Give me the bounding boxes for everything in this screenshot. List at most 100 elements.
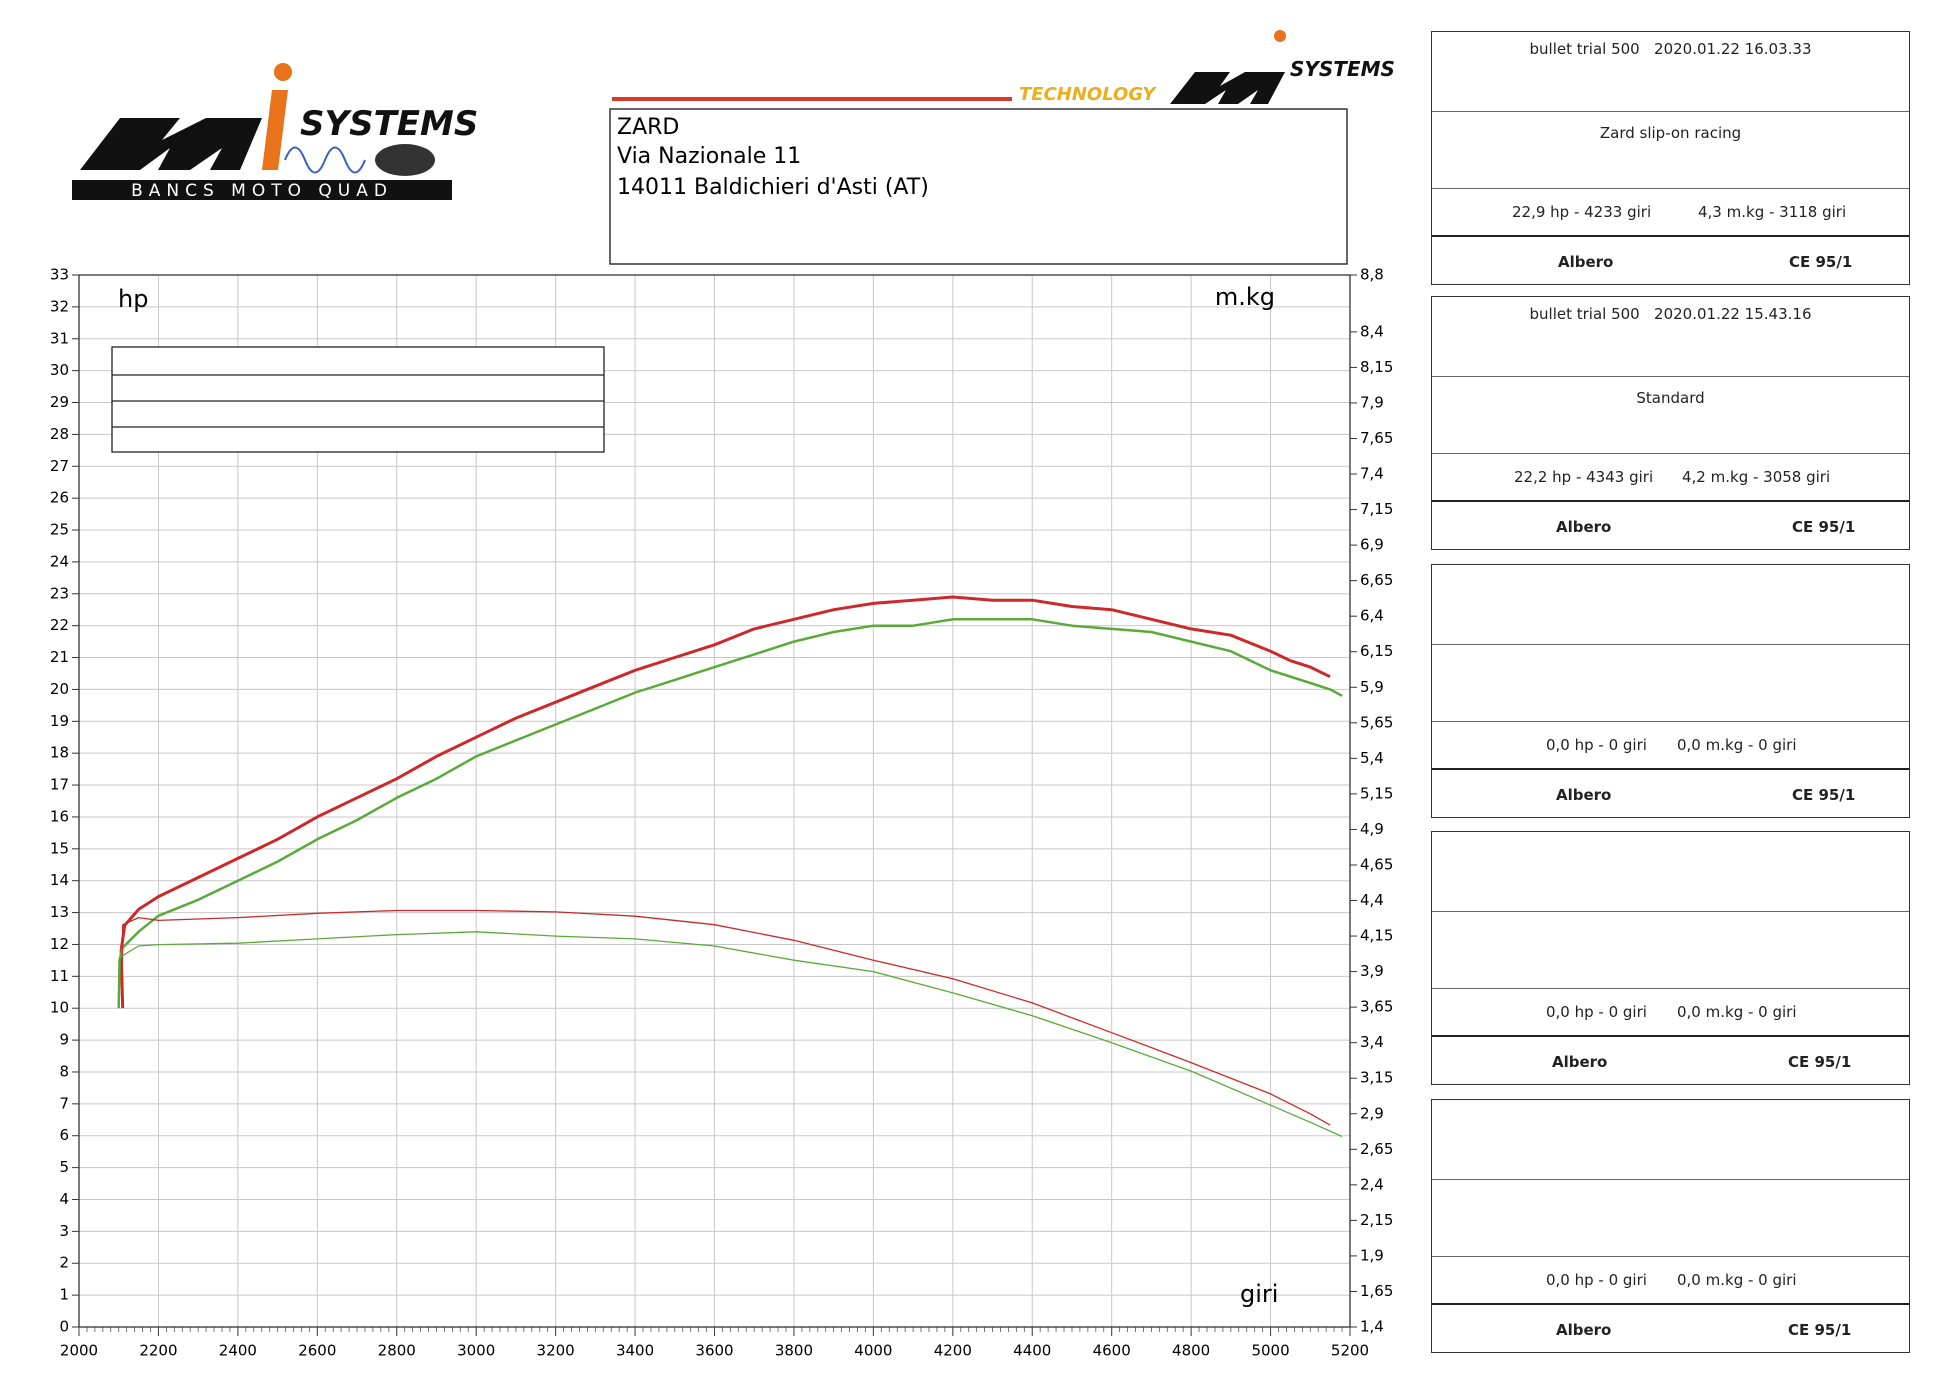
y-tick-label: 30 — [50, 361, 69, 379]
run-title — [1432, 1100, 1909, 1180]
x-tick-label: 3400 — [616, 1342, 654, 1360]
y-tick-label: 3 — [59, 1222, 69, 1240]
x-tick-label: 3200 — [537, 1342, 575, 1360]
run-footer: Albero CE 95/1 — [1432, 770, 1909, 817]
x-tick-label: 2200 — [139, 1342, 177, 1360]
mode: Albero — [1552, 1053, 1608, 1071]
y-tick-label: 7 — [59, 1094, 69, 1112]
y2-tick-label: 1,65 — [1360, 1282, 1393, 1300]
y2-tick-label: 5,9 — [1360, 678, 1384, 696]
logo-tagline: BANCS MOTO QUAD — [131, 181, 393, 201]
torque-max: 4,3 m.kg - 3118 giri — [1698, 203, 1847, 221]
y2-tick-label: 2,4 — [1360, 1175, 1384, 1193]
x-tick-label: 5000 — [1251, 1342, 1289, 1360]
power-max: 0,0 hp - 0 giri — [1546, 1003, 1647, 1021]
mode: Albero — [1556, 786, 1612, 804]
run-comment — [1432, 912, 1909, 989]
y2-tick-label: 4,65 — [1360, 855, 1393, 873]
y-tick-label: 18 — [50, 744, 69, 762]
run-panel: bullet trial 500 2020.01.22 15.43.16 Sta… — [1431, 296, 1910, 550]
run-panel: 0,0 hp - 0 giri 0,0 m.kg - 0 giri Albero C… — [1431, 831, 1910, 1085]
run-footer: Albero CE 95/1 — [1432, 1305, 1909, 1352]
mode: Albero — [1558, 253, 1614, 271]
y-tick-label: 16 — [50, 807, 69, 825]
address-line: Via Nazionale 11 — [617, 144, 801, 169]
run-title: bullet trial 500 2020.01.22 16.03.33 — [1432, 32, 1909, 112]
run-panel: bullet trial 500 2020.01.22 16.03.33 Zar… — [1431, 31, 1910, 285]
run-comment — [1432, 645, 1909, 722]
power-max: 22,9 hp - 4233 giri — [1512, 203, 1652, 221]
norm: CE 95/1 — [1792, 786, 1856, 804]
series-line — [117, 618, 1343, 1009]
y-tick-label: 10 — [50, 999, 69, 1017]
run-footer: Albero CE 95/1 — [1432, 237, 1909, 284]
y2-tick-label: 1,9 — [1360, 1246, 1384, 1264]
y2-tick-label: 4,4 — [1360, 891, 1384, 909]
address-line: 14011 Baldichieri d'Asti (AT) — [617, 175, 929, 200]
y2-tick-label: 5,15 — [1360, 784, 1393, 802]
run-footer: Albero CE 95/1 — [1432, 1037, 1909, 1084]
x-tick-label: 4200 — [934, 1342, 972, 1360]
power-max: 0,0 hp - 0 giri — [1546, 1271, 1647, 1289]
y-tick-label: 8 — [59, 1062, 69, 1080]
y2-tick-label: 2,65 — [1360, 1140, 1393, 1158]
x-tick-label: 2800 — [378, 1342, 416, 1360]
y2-tick-label: 6,9 — [1360, 536, 1384, 554]
x-tick-label: 4800 — [1172, 1342, 1210, 1360]
y-tick-label: 29 — [50, 393, 69, 411]
y-tick-label: 17 — [50, 776, 69, 794]
y-tick-label: 12 — [50, 935, 69, 953]
y2-tick-label: 5,4 — [1360, 749, 1384, 767]
y2-tick-label: 1,4 — [1360, 1318, 1384, 1336]
y2-tick-label: 6,65 — [1360, 571, 1393, 589]
power-max: 0,0 hp - 0 giri — [1546, 736, 1647, 754]
logo-bar — [72, 180, 452, 200]
legend-frame — [111, 346, 605, 453]
y-tick-label: 11 — [50, 967, 69, 985]
run-comment — [1432, 1180, 1909, 1257]
plot-frame — [78, 274, 1351, 1328]
run-summary: 0,0 hp - 0 giri 0,0 m.kg - 0 giri — [1432, 1257, 1909, 1305]
y2-axis-label: m.kg — [1215, 283, 1275, 311]
run-summary: 0,0 hp - 0 giri 0,0 m.kg - 0 giri — [1432, 989, 1909, 1037]
y2-tick-label: 5,65 — [1360, 713, 1393, 731]
y2-tick-label: 8,4 — [1360, 322, 1384, 340]
run-summary: 0,0 hp - 0 giri 0,0 m.kg - 0 giri — [1432, 722, 1909, 770]
run-summary: 22,9 hp - 4233 giri 4,3 m.kg - 3118 giri — [1432, 189, 1909, 237]
y-tick-label: 4 — [59, 1190, 69, 1208]
address-box — [609, 108, 1348, 265]
y2-tick-label: 4,15 — [1360, 927, 1393, 945]
x-tick-label: 3000 — [457, 1342, 495, 1360]
x-tick-label: 5200 — [1331, 1342, 1369, 1360]
y-tick-label: 31 — [50, 329, 69, 347]
x-tick-label: 4600 — [1093, 1342, 1131, 1360]
y-tick-label: 25 — [50, 521, 69, 539]
y-axis-label: hp — [118, 285, 148, 313]
y-tick-label: 19 — [50, 712, 69, 730]
y-tick-label: 0 — [59, 1318, 69, 1336]
y2-tick-label: 6,4 — [1360, 607, 1384, 625]
run-comment: Standard — [1432, 377, 1909, 454]
y-tick-label: 20 — [50, 680, 69, 698]
logo-dot — [274, 63, 292, 81]
logo-shape — [80, 118, 262, 170]
y-tick-label: 15 — [50, 839, 69, 857]
torque-max: 0,0 m.kg - 0 giri — [1677, 1271, 1797, 1289]
y2-tick-label: 6,15 — [1360, 642, 1393, 660]
norm: CE 95/1 — [1788, 1321, 1852, 1339]
y-tick-label: 2 — [59, 1254, 69, 1272]
power-max: 22,2 hp - 4343 giri — [1514, 468, 1654, 486]
run-panel: 0,0 hp - 0 giri 0,0 m.kg - 0 giri Albero C… — [1431, 1099, 1910, 1353]
logo-brand: SYSTEMS — [1290, 57, 1395, 81]
y-tick-label: 24 — [50, 552, 69, 570]
mode: Albero — [1556, 1321, 1612, 1339]
logo-shape — [1170, 72, 1285, 104]
y-tick-label: 6 — [59, 1126, 69, 1144]
y-tick-label: 33 — [50, 266, 69, 284]
logo-right: TECHNOLOGY SYSTEMS — [1019, 30, 1395, 105]
y2-tick-label: 8,15 — [1360, 358, 1393, 376]
y2-tick-label: 3,15 — [1360, 1069, 1393, 1087]
y2-tick-label: 7,15 — [1360, 500, 1393, 518]
